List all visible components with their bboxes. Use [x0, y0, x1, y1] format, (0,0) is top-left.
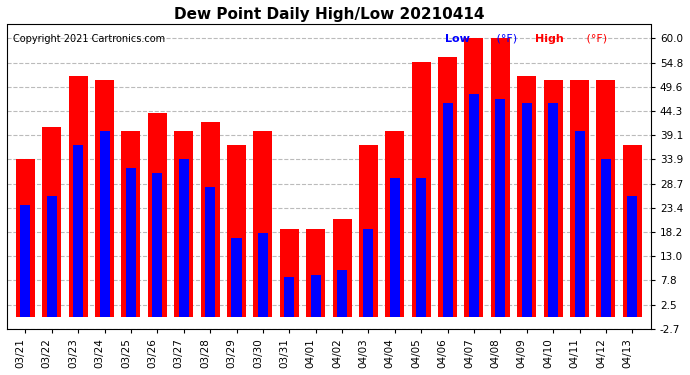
- Bar: [390, 177, 400, 316]
- Bar: [47, 196, 57, 316]
- Bar: [201, 122, 219, 316]
- Bar: [601, 159, 611, 316]
- Bar: [99, 131, 110, 316]
- Bar: [205, 187, 215, 316]
- Bar: [518, 75, 536, 316]
- Bar: [442, 104, 453, 316]
- Bar: [575, 131, 584, 316]
- Text: Low: Low: [445, 34, 470, 44]
- Text: (°F): (°F): [493, 34, 518, 44]
- Bar: [359, 145, 378, 316]
- Bar: [21, 206, 30, 316]
- Bar: [310, 275, 321, 316]
- Bar: [95, 80, 114, 316]
- Bar: [16, 159, 35, 316]
- Bar: [337, 270, 347, 316]
- Bar: [126, 168, 136, 316]
- Bar: [570, 80, 589, 316]
- Title: Dew Point Daily High/Low 20210414: Dew Point Daily High/Low 20210414: [174, 7, 484, 22]
- Bar: [333, 219, 351, 316]
- Bar: [623, 145, 642, 316]
- Bar: [544, 80, 562, 316]
- Bar: [258, 233, 268, 316]
- Text: High: High: [535, 34, 564, 44]
- Bar: [69, 75, 88, 316]
- Bar: [121, 131, 141, 316]
- Bar: [175, 131, 193, 316]
- Bar: [469, 94, 479, 316]
- Bar: [416, 177, 426, 316]
- Bar: [73, 145, 83, 316]
- Bar: [179, 159, 189, 316]
- Bar: [491, 38, 510, 316]
- Bar: [231, 238, 241, 316]
- Bar: [253, 131, 273, 316]
- Bar: [364, 228, 373, 316]
- Bar: [548, 104, 558, 316]
- Bar: [596, 80, 615, 316]
- Bar: [284, 277, 295, 316]
- Bar: [627, 196, 638, 316]
- Bar: [227, 145, 246, 316]
- Bar: [412, 62, 431, 316]
- Bar: [522, 104, 532, 316]
- Bar: [495, 99, 505, 316]
- Bar: [306, 228, 325, 316]
- Bar: [385, 131, 404, 316]
- Bar: [148, 112, 167, 316]
- Bar: [438, 57, 457, 316]
- Text: (°F): (°F): [583, 34, 607, 44]
- Bar: [42, 126, 61, 316]
- Bar: [464, 38, 484, 316]
- Bar: [279, 228, 299, 316]
- Text: Copyright 2021 Cartronics.com: Copyright 2021 Cartronics.com: [13, 34, 166, 44]
- Bar: [152, 173, 162, 316]
